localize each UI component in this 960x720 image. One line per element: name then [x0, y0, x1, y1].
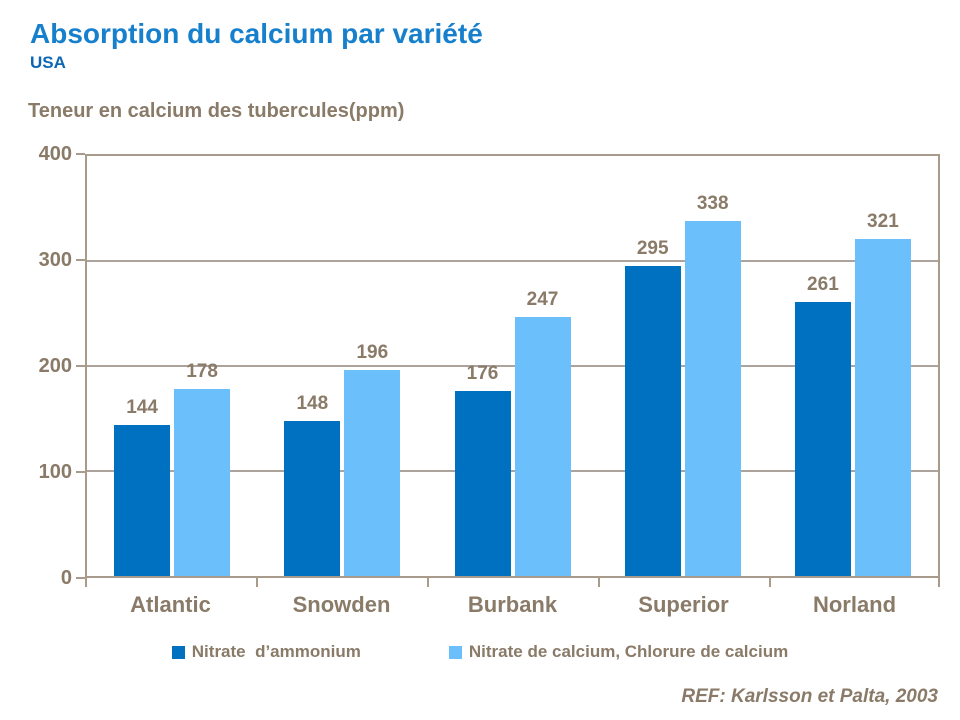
gridline: [87, 365, 938, 367]
bar-value-label: 196: [356, 342, 389, 364]
bar-value-label: 338: [696, 193, 729, 215]
chart-title: Teneur en calcium des tubercules(ppm): [28, 100, 405, 122]
bar: 176: [454, 363, 511, 576]
reference-text: REF: Karlsson et Palta, 2003: [681, 686, 938, 707]
bar-group-burbank: 176 247: [427, 156, 597, 576]
y-tick-mark: [76, 259, 85, 261]
y-tick-mark: [76, 365, 85, 367]
legend-label: Nitrate d’ammonium: [191, 642, 361, 661]
x-tick-mark: [256, 578, 258, 587]
legend-label: Nitrate de calcium, Chlorure de calcium: [468, 642, 789, 661]
bar-value-label: 295: [636, 238, 669, 260]
x-tick-mark: [769, 578, 771, 587]
x-category-label: Burbank: [467, 592, 558, 617]
legend-swatch-icon: [171, 645, 185, 659]
x-tick-mark: [85, 578, 87, 587]
y-tick-label: 400: [38, 143, 72, 165]
bar: 196: [344, 342, 401, 576]
y-tick-label: 100: [38, 461, 72, 483]
x-category-label: Norland: [812, 592, 897, 617]
bar-value-label: 321: [867, 210, 899, 232]
bar-group-norland: 261 321: [768, 156, 938, 576]
x-tick-mark: [427, 578, 429, 587]
x-tick-mark: [938, 578, 940, 587]
bar: 144: [114, 397, 171, 576]
y-tick-label: 300: [38, 249, 72, 271]
y-axis-ticks: [76, 153, 85, 579]
bar-group-atlantic: 144 178: [87, 156, 257, 576]
y-tick-mark: [76, 471, 85, 473]
chart-legend: Nitrate d’ammonium Nitrate de calcium, Ch…: [0, 642, 960, 662]
bar: 295: [624, 238, 681, 576]
legend-item: Nitrate d’ammonium: [171, 642, 361, 662]
y-tick-label: 0: [60, 567, 72, 589]
bar: 148: [284, 393, 341, 576]
y-tick-mark: [76, 153, 85, 155]
x-tick-mark: [598, 578, 600, 587]
gridline: [87, 470, 938, 472]
y-tick-mark: [76, 577, 85, 579]
bar-group-superior: 295 338: [598, 156, 768, 576]
bar-value-label: 176: [466, 363, 499, 385]
bar: 247: [514, 289, 571, 576]
x-axis-labels: Atlantic Snowden Burbank Superior Norland: [85, 592, 940, 618]
bar-value-label: 261: [807, 273, 839, 295]
slide-title: Absorption du calcium par variété: [30, 18, 483, 49]
legend-swatch-icon: [448, 645, 462, 659]
x-axis-ticks: [85, 578, 940, 587]
plot-area: 144 178 148 196 176 247 295 338 261 321: [85, 154, 940, 578]
bar: 178: [174, 361, 231, 576]
legend-item: Nitrate de calcium, Chlorure de calcium: [448, 642, 789, 662]
bar-value-label: 247: [526, 288, 559, 310]
bar-value-label: 148: [296, 392, 329, 414]
y-tick-label: 200: [38, 355, 72, 377]
bar: 338: [684, 193, 741, 576]
x-category-label: Superior: [638, 592, 729, 617]
bar-group-snowden: 148 196: [257, 156, 427, 576]
y-axis-labels: 0 100 200 300 400: [0, 144, 72, 588]
bar: 261: [794, 274, 851, 576]
slide-subtitle: USA: [30, 53, 66, 72]
x-category-label: Atlantic: [130, 592, 211, 617]
bars-layer: 144 178 148 196 176 247 295 338 261 321: [87, 156, 938, 576]
bar-value-label: 144: [126, 396, 158, 418]
slide-header: Absorption du calcium par variété USA: [30, 18, 483, 73]
gridline: [87, 260, 938, 262]
bar-value-label: 178: [186, 361, 218, 383]
x-category-label: Snowden: [292, 592, 391, 617]
bar: 321: [854, 211, 911, 576]
